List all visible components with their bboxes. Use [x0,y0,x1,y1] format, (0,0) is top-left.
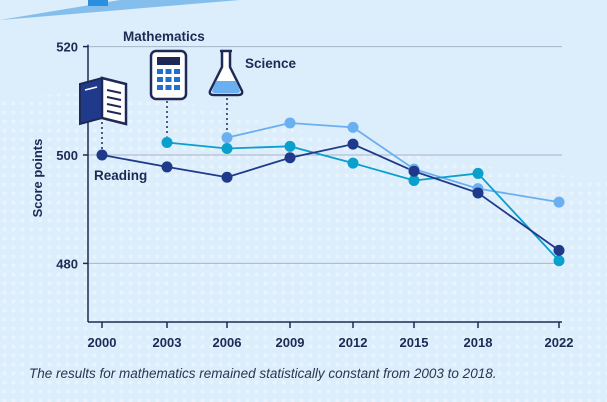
flask-icon [208,49,244,97]
series-label-mathematics: Mathematics [123,29,205,44]
series-line-science [226,122,560,204]
point-reading [221,171,233,183]
cropped-title-decoration [88,0,108,6]
x-tick-label: 2000 [88,335,117,350]
point-reading [347,138,359,150]
x-tick-label: 2009 [276,335,305,350]
footnote: The results for mathematics remained sta… [29,366,497,381]
calculator-icon [149,49,188,101]
x-tick-label: 2015 [400,335,429,350]
series-start-guides [101,98,228,149]
point-reading [96,149,108,161]
y-axis-title: Score points [30,139,45,218]
series-points [96,117,565,267]
point-science [553,196,565,208]
point-science [347,121,359,133]
point-reading [161,161,173,173]
series-labels: Reading Mathematics Science [94,29,297,183]
x-tick-label: 2006 [213,335,242,350]
point-reading [408,165,420,177]
point-mathematics [347,157,359,169]
point-mathematics [553,255,565,267]
point-reading [284,152,296,164]
point-mathematics [284,140,296,152]
y-tick-labels: 480 500 520 [56,40,78,272]
series-line-reading [101,143,560,252]
book-icon [79,76,128,126]
point-reading [553,244,565,256]
point-mathematics [408,174,420,186]
point-science [221,132,233,144]
x-tick-label: 2022 [545,335,574,350]
x-tick-label: 2003 [153,335,182,350]
point-science [284,117,296,129]
y-tick-label: 500 [56,148,78,163]
x-tick-labels: 2000 2003 2006 2009 2012 2015 2018 2022 [88,335,574,350]
x-tick-label: 2018 [464,335,493,350]
series-label-science: Science [245,56,297,71]
point-mathematics [472,167,484,179]
y-tick-label: 480 [56,256,78,271]
title-fragment-decoration [0,0,240,20]
x-tick-label: 2012 [339,335,368,350]
point-mathematics [221,142,233,154]
point-mathematics [161,137,173,149]
series-label-reading: Reading [94,168,147,183]
dotted-background-decoration [0,93,607,402]
y-tick-label: 520 [56,40,78,55]
point-reading [472,187,484,199]
